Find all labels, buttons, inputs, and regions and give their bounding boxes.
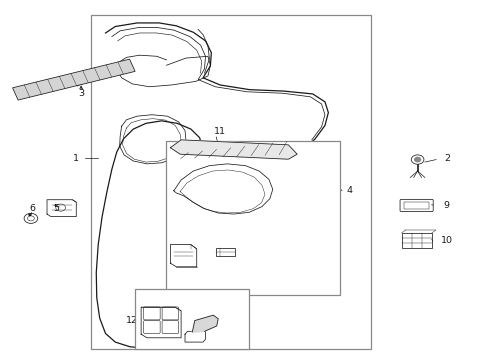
Bar [91, 15, 370, 348]
Bar [401, 233, 431, 248]
Text: 6: 6 [29, 204, 35, 213]
Bar [403, 202, 428, 209]
Bar [135, 289, 249, 348]
Text: 2: 2 [443, 154, 449, 163]
Text: 8: 8 [236, 247, 242, 256]
Text: 10: 10 [440, 237, 452, 246]
Text: 7: 7 [178, 264, 184, 273]
Text: 1: 1 [73, 154, 79, 163]
Text: 9: 9 [443, 201, 449, 210]
Text: 4: 4 [346, 186, 352, 195]
Text: 3: 3 [78, 89, 84, 98]
Polygon shape [192, 315, 218, 332]
Circle shape [414, 157, 420, 162]
Text: 13: 13 [211, 320, 224, 329]
Polygon shape [13, 59, 135, 100]
Bar [216, 248, 234, 256]
Text: 5: 5 [54, 204, 60, 213]
Bar [166, 140, 339, 295]
Circle shape [29, 214, 31, 216]
Text: 12: 12 [126, 316, 138, 325]
Polygon shape [170, 140, 297, 159]
Text: 11: 11 [214, 127, 225, 136]
